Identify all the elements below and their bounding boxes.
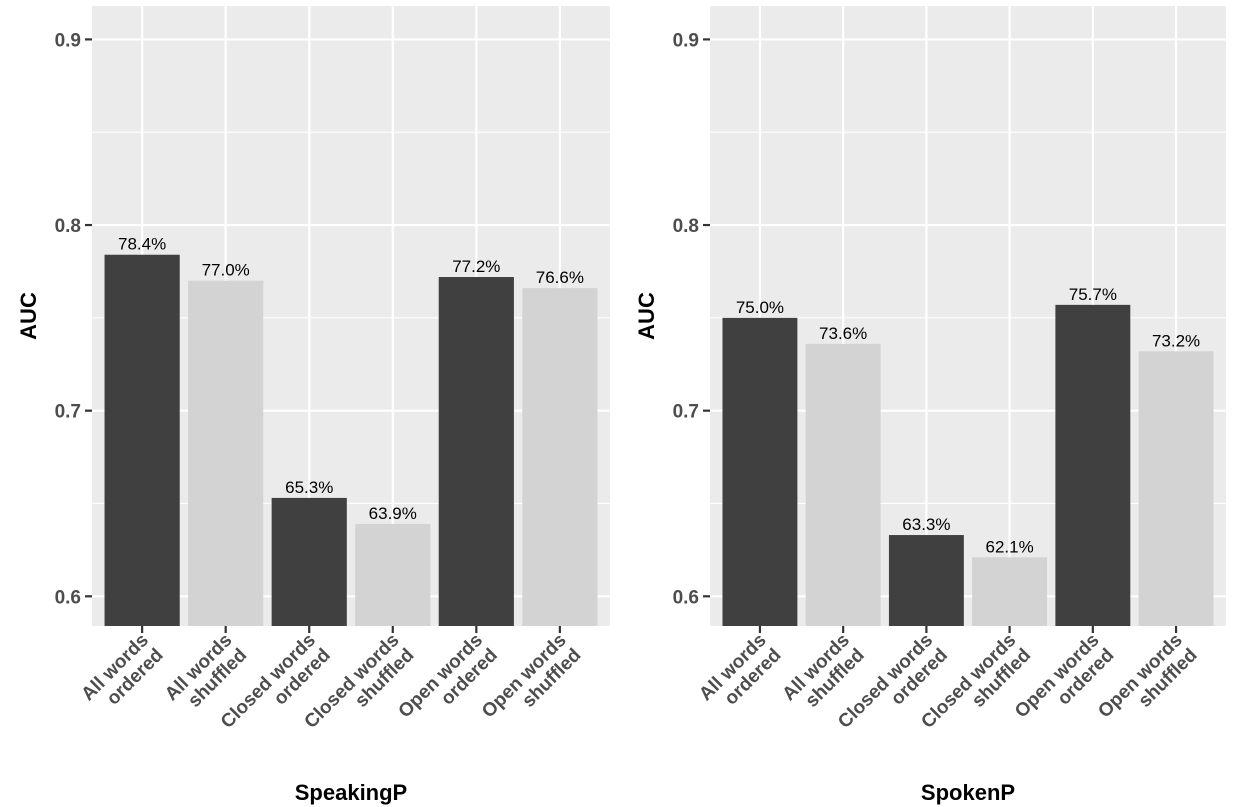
x-tick-label: Open wordsshuffled [1094,630,1201,737]
bar [972,557,1048,626]
y-tick-label: 0.7 [673,402,699,423]
bar-value-label: 73.6% [819,324,867,343]
y-tick-label: 0.8 [673,216,699,237]
bar [522,288,598,626]
y-tick-label: 0.6 [673,587,699,608]
x-tick-label: Open wordsshuffled [478,630,585,737]
bar-value-label: 77.0% [202,261,250,280]
bar-value-label: 62.1% [986,537,1034,556]
y-tick-label: 0.6 [55,587,81,608]
bar-value-label: 63.9% [369,504,417,523]
bar [188,280,264,626]
bar-value-label: 77.2% [452,257,500,276]
x-axis-title: SpeakingP [295,780,407,805]
bar-value-label: 75.7% [1069,285,1117,304]
bar-value-label: 73.2% [1152,331,1200,350]
bar [1138,351,1214,626]
bar-value-label: 76.6% [536,268,584,287]
bar [271,497,347,626]
y-tick-label: 0.8 [55,216,81,237]
x-tick-label: Open wordsordered [395,630,502,737]
chart-panel-1: 78.4% 77.0% 65.3% 63.9% 77.2% 76.6% 0.6 0.7 0.8 0… [16,6,610,805]
bar-value-label: 78.4% [118,235,166,254]
bar [438,277,514,626]
bar [805,343,881,626]
x-axis-title: SpokenP [921,780,1015,805]
bar [888,535,964,626]
y-axis-title: AUC [16,292,41,340]
chart-panel-2: 75.0% 73.6% 63.3% 62.1% 75.7% 73.2% 0.6 0.7 0.8 0… [634,6,1226,805]
y-axis-title: AUC [634,292,659,340]
y-tick-label: 0.7 [55,402,81,423]
bar [355,523,431,626]
y-tick-label: 0.9 [673,30,699,51]
x-tick-label: All wordsordered [695,630,785,720]
y-tick-label: 0.9 [55,30,81,51]
bar-value-label: 75.0% [736,298,784,317]
bar-value-label: 65.3% [285,478,333,497]
bar [722,317,798,626]
bar [1055,304,1131,626]
x-tick-label: All wordsordered [78,630,168,720]
bar [104,254,180,627]
x-tick-label: Open wordsordered [1011,630,1118,737]
bar-value-label: 63.3% [902,515,950,534]
